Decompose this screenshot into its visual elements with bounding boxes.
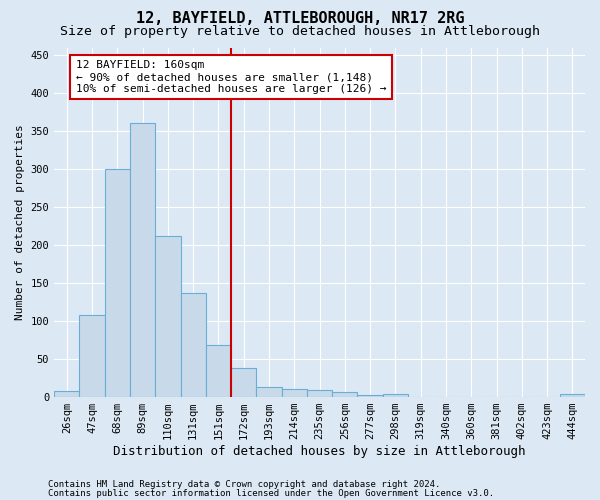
Bar	[79, 314, 105, 396]
Text: 12 BAYFIELD: 160sqm
← 90% of detached houses are smaller (1,148)
10% of semi-det: 12 BAYFIELD: 160sqm ← 90% of detached ho…	[76, 60, 386, 94]
Bar	[155, 236, 181, 396]
Text: 12, BAYFIELD, ATTLEBOROUGH, NR17 2RG: 12, BAYFIELD, ATTLEBOROUGH, NR17 2RG	[136, 11, 464, 26]
Bar	[560, 394, 585, 396]
Bar	[206, 345, 231, 397]
Bar	[54, 390, 79, 396]
Bar	[105, 169, 130, 396]
Bar	[281, 389, 307, 396]
Bar	[383, 394, 408, 396]
Bar	[130, 124, 155, 396]
Text: Contains public sector information licensed under the Open Government Licence v3: Contains public sector information licen…	[48, 488, 494, 498]
Bar	[256, 386, 281, 396]
Bar	[181, 294, 206, 397]
Bar	[332, 392, 358, 396]
Bar	[307, 390, 332, 396]
Y-axis label: Number of detached properties: Number of detached properties	[15, 124, 25, 320]
X-axis label: Distribution of detached houses by size in Attleborough: Distribution of detached houses by size …	[113, 444, 526, 458]
Text: Size of property relative to detached houses in Attleborough: Size of property relative to detached ho…	[60, 24, 540, 38]
Bar	[231, 368, 256, 396]
Bar	[358, 395, 383, 396]
Text: Contains HM Land Registry data © Crown copyright and database right 2024.: Contains HM Land Registry data © Crown c…	[48, 480, 440, 489]
